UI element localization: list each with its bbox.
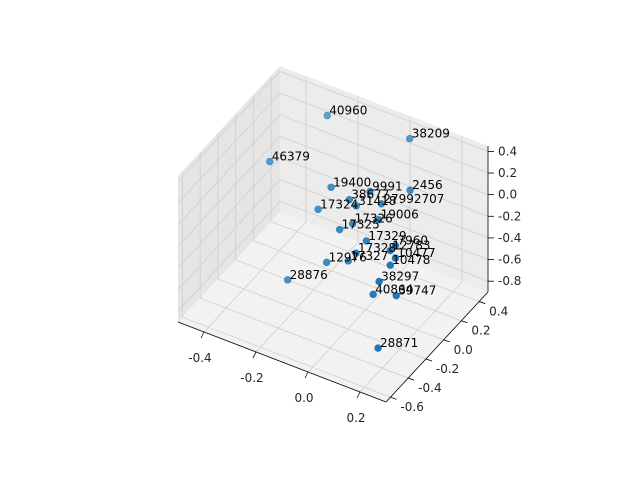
data-point <box>374 215 383 224</box>
point-label: 17325 <box>342 218 380 232</box>
data-point <box>406 186 414 194</box>
grid-lines <box>177 70 489 398</box>
point-label: 40864 <box>375 282 413 296</box>
data-point <box>283 276 292 284</box>
data-point <box>366 187 374 196</box>
z-tick-label: 0.2 <box>498 166 517 180</box>
z-tick-label: -0.8 <box>498 274 521 288</box>
point-label: 27992707 <box>383 192 444 206</box>
z-tick-label: -0.4 <box>498 231 521 245</box>
data-point <box>392 291 400 300</box>
y-tick-mark <box>479 301 486 304</box>
data-point <box>386 246 395 255</box>
data-point <box>335 225 344 234</box>
x-tick-label: 0.0 <box>294 391 313 405</box>
data-point <box>374 344 382 352</box>
z-grid-line <box>177 114 489 225</box>
data-point <box>323 111 331 120</box>
x-tick-label: -0.4 <box>188 351 211 365</box>
point-label: 7960 <box>397 234 428 248</box>
x-tick-mark <box>304 371 309 379</box>
data-point <box>314 205 322 214</box>
data-point <box>391 241 400 250</box>
x-tick-mark <box>356 391 361 399</box>
z-grid-line <box>177 135 489 247</box>
data-point <box>327 183 335 192</box>
point-label: 38209 <box>412 127 450 141</box>
point-label: 19006 <box>381 208 419 222</box>
axis-lines <box>177 146 489 403</box>
data-point <box>348 220 357 228</box>
point-label: 28871 <box>380 336 418 350</box>
y-tick-label: -0.6 <box>400 400 423 414</box>
data-point <box>344 257 352 265</box>
point-label: 28876 <box>290 268 328 282</box>
point-label: 17324 <box>320 197 358 211</box>
z-grid-line <box>177 179 489 290</box>
y-tick-mark <box>425 358 433 362</box>
data-point <box>391 254 400 262</box>
point-label: 10478 <box>392 253 430 267</box>
y-tick-label: 0.2 <box>471 324 490 338</box>
z-grid-line <box>177 92 489 204</box>
data-point <box>375 277 383 286</box>
floor-pane <box>178 212 488 402</box>
y-tick-label: 0.4 <box>489 305 508 319</box>
data-point <box>362 237 371 245</box>
point-label: 19400 <box>333 175 371 189</box>
data-point <box>352 202 360 210</box>
point-label: 9991 <box>372 179 403 193</box>
z-grid-line <box>177 70 489 182</box>
back-pane <box>280 66 488 292</box>
z-tick-label: -0.6 <box>498 253 521 267</box>
y-tick-label: 0.0 <box>454 343 473 357</box>
z-grid-line <box>177 200 489 312</box>
point-label: 17329 <box>368 229 406 243</box>
x-tick-mark <box>200 331 205 339</box>
point-label: 17326 <box>355 212 393 226</box>
z-tick-label: 0.4 <box>498 144 517 158</box>
data-point <box>405 134 414 143</box>
z-grid-line <box>177 157 489 269</box>
point-label: 12783 <box>392 239 430 253</box>
data-point <box>345 196 353 204</box>
point-label: 12976 <box>329 250 367 264</box>
point-label: 17327 <box>350 249 388 263</box>
data-points <box>266 111 414 352</box>
point-label: 38297 <box>381 269 419 283</box>
data-point <box>386 261 394 269</box>
x-axis-line <box>177 321 387 403</box>
data-point <box>352 249 360 257</box>
y-tick-label: -0.4 <box>418 381 441 395</box>
y-tick-mark <box>390 396 397 400</box>
axis-panes <box>178 66 488 402</box>
data-point <box>377 200 386 208</box>
point-label: 17328 <box>358 241 396 255</box>
data-point <box>266 157 274 166</box>
point-label: 46379 <box>272 150 310 164</box>
point-label: 39747 <box>398 284 436 298</box>
y-tick-mark <box>461 320 468 324</box>
point-label: 31418 <box>358 194 396 208</box>
data-point <box>369 290 377 299</box>
x-tick-mark <box>252 351 257 359</box>
y-tick-mark <box>408 377 415 381</box>
x-tick-label: 0.2 <box>346 411 365 425</box>
z-tick-label: -0.2 <box>498 209 521 223</box>
z-tick-label: 0.0 <box>498 188 517 202</box>
y-axis-line <box>385 291 489 403</box>
point-label: 10477 <box>397 246 435 260</box>
point-label: 40960 <box>329 104 367 118</box>
data-point <box>322 258 331 267</box>
y-tick-label: -0.2 <box>436 362 459 376</box>
x-tick-label: -0.2 <box>240 371 263 385</box>
y-tick-mark <box>443 339 450 343</box>
tick-labels: -0.4 -0.2 0.0 0.2 -0.6 -0.4 -0.2 0.0 0.2 0.4 -0.8 -… <box>188 144 521 425</box>
left-pane <box>178 66 280 322</box>
point-label: 38677 <box>351 188 389 202</box>
point-label: 2456 <box>412 178 443 192</box>
